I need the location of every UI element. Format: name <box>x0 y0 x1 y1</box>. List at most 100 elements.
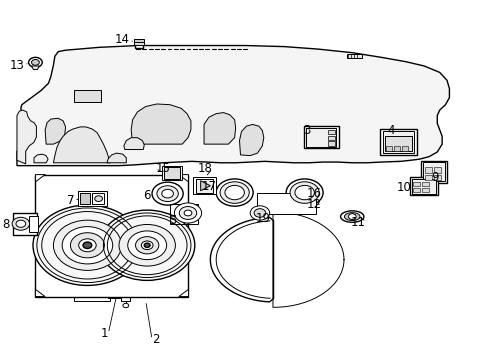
Text: 19: 19 <box>256 212 270 225</box>
Polygon shape <box>35 175 45 182</box>
Circle shape <box>285 179 323 206</box>
Bar <box>420 161 446 183</box>
Circle shape <box>119 225 175 266</box>
Circle shape <box>33 205 142 285</box>
Bar <box>303 126 338 148</box>
Bar <box>257 193 315 214</box>
Polygon shape <box>17 110 36 164</box>
Bar <box>74 90 101 102</box>
Polygon shape <box>200 181 210 191</box>
Bar <box>133 41 144 45</box>
Bar <box>413 182 419 186</box>
Text: 14: 14 <box>115 33 129 46</box>
Circle shape <box>135 237 159 254</box>
Text: 11: 11 <box>350 216 365 229</box>
Polygon shape <box>210 217 273 302</box>
Bar <box>401 146 407 150</box>
Circle shape <box>174 203 201 223</box>
Bar <box>385 136 411 151</box>
Text: 5: 5 <box>169 214 176 227</box>
Circle shape <box>184 210 191 216</box>
Polygon shape <box>107 153 126 163</box>
Circle shape <box>294 185 314 200</box>
Circle shape <box>12 217 30 230</box>
Circle shape <box>157 186 178 202</box>
Bar <box>78 192 107 206</box>
Text: 16: 16 <box>306 187 322 200</box>
Bar <box>424 167 431 173</box>
Text: 4: 4 <box>387 124 394 137</box>
Polygon shape <box>53 127 110 163</box>
Circle shape <box>127 231 166 260</box>
Bar <box>327 141 334 145</box>
Circle shape <box>162 189 173 198</box>
Polygon shape <box>123 138 144 149</box>
Circle shape <box>220 182 249 203</box>
Circle shape <box>216 179 253 206</box>
Text: 10: 10 <box>396 181 411 194</box>
Bar <box>421 182 428 186</box>
Polygon shape <box>131 104 190 144</box>
Circle shape <box>152 182 183 205</box>
Polygon shape <box>45 118 65 144</box>
Bar <box>393 146 399 150</box>
Bar <box>413 188 419 192</box>
Circle shape <box>79 239 96 252</box>
Bar <box>327 135 334 140</box>
Polygon shape <box>179 175 188 182</box>
Bar <box>409 177 437 195</box>
Text: 7: 7 <box>67 194 74 207</box>
Bar <box>13 213 37 234</box>
Bar <box>382 131 414 153</box>
Polygon shape <box>31 66 39 69</box>
Circle shape <box>95 196 102 202</box>
Text: 15: 15 <box>155 162 170 175</box>
Text: 3: 3 <box>302 124 309 137</box>
Polygon shape <box>239 125 263 156</box>
Circle shape <box>62 226 112 264</box>
Circle shape <box>53 220 121 270</box>
Circle shape <box>289 182 319 203</box>
Circle shape <box>122 303 128 308</box>
Bar <box>327 130 334 134</box>
Bar <box>346 54 361 58</box>
Bar <box>433 175 440 180</box>
Polygon shape <box>203 113 235 144</box>
Bar <box>169 204 197 225</box>
Circle shape <box>144 243 150 247</box>
Circle shape <box>347 214 355 220</box>
Bar <box>305 128 336 147</box>
Bar <box>134 39 143 41</box>
Circle shape <box>70 233 104 258</box>
Bar <box>411 179 435 194</box>
Bar <box>135 40 142 48</box>
Bar <box>422 162 444 181</box>
Bar <box>35 175 188 297</box>
Circle shape <box>16 220 26 227</box>
Polygon shape <box>34 154 48 163</box>
Text: 2: 2 <box>152 333 159 346</box>
Text: 17: 17 <box>202 180 217 193</box>
Circle shape <box>141 241 153 249</box>
Text: 13: 13 <box>9 59 24 72</box>
Text: 18: 18 <box>197 162 212 175</box>
Bar <box>421 188 428 192</box>
Bar <box>195 179 213 193</box>
Text: 1: 1 <box>101 327 108 340</box>
Bar <box>92 193 104 204</box>
Bar <box>29 216 38 232</box>
Text: 6: 6 <box>143 189 150 202</box>
Polygon shape <box>35 289 45 297</box>
Text: 8: 8 <box>2 218 10 231</box>
Bar <box>380 129 416 155</box>
Bar <box>163 167 180 179</box>
Bar <box>74 296 110 301</box>
Circle shape <box>224 185 244 200</box>
Circle shape <box>83 242 92 248</box>
Circle shape <box>254 209 265 217</box>
Ellipse shape <box>344 213 359 221</box>
Bar <box>108 296 120 298</box>
Bar <box>80 193 90 204</box>
Circle shape <box>31 59 39 65</box>
Circle shape <box>100 210 194 280</box>
